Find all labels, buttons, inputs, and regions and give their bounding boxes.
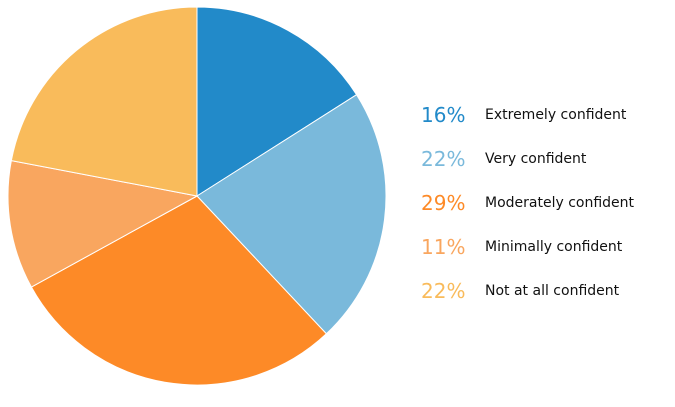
pie-slice-extremely-confident <box>196 6 358 197</box>
pie-slice-minimally-confident <box>7 159 199 288</box>
legend-percent: 29% <box>421 191 466 215</box>
pie-chart <box>7 6 387 386</box>
legend-item: 22% Very confident <box>421 137 634 181</box>
legend-item: 29% Moderately confident <box>421 181 634 225</box>
legend-label: Moderately confident <box>485 195 635 211</box>
legend-item: 16% Extremely confident <box>421 93 634 137</box>
legend-label: Minimally confident <box>485 239 623 255</box>
pie-slice-very-confident <box>196 94 387 335</box>
legend: 16% Extremely confident 22% Very confide… <box>421 93 634 313</box>
pie-slice-moderately-confident <box>30 195 328 386</box>
legend-item: 11% Minimally confident <box>421 225 634 269</box>
legend-item: 22% Not at all confident <box>421 269 634 313</box>
legend-label: Extremely confident <box>485 107 627 123</box>
legend-percent: 22% <box>421 279 466 303</box>
legend-label: Not at all confident <box>485 283 620 299</box>
pie-slice-not-at-all-confident <box>10 6 198 197</box>
legend-percent: 16% <box>421 103 466 127</box>
legend-percent: 11% <box>421 235 466 259</box>
legend-label: Very confident <box>485 151 587 167</box>
legend-percent: 22% <box>421 147 466 171</box>
